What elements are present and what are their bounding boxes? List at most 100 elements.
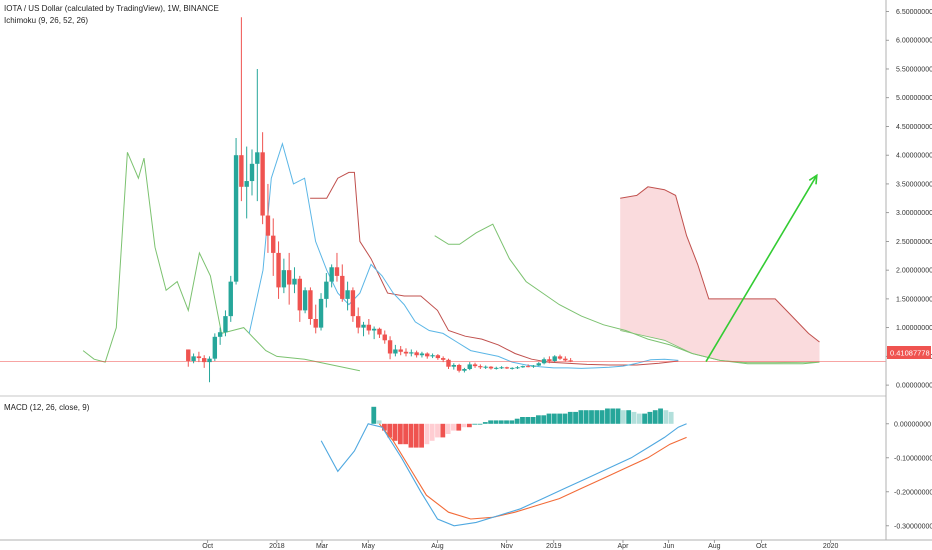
candle-body (568, 360, 573, 362)
candle (568, 358, 573, 363)
candle (329, 264, 334, 288)
histogram-bar (631, 411, 637, 424)
candle (393, 344, 398, 357)
histogram-bar (440, 423, 446, 438)
chart-title[interactable]: IOTA / US Dollar (calculated by TradingV… (4, 4, 219, 13)
histogram-bar (514, 418, 520, 424)
candle (191, 353, 196, 364)
ichimoku-label[interactable]: Ichimoku (9, 26, 52, 26) (4, 16, 88, 25)
time-tick-label: Apr (618, 543, 630, 550)
candle-body (202, 358, 207, 363)
candle (361, 321, 366, 337)
candle (403, 348, 409, 357)
candle (265, 183, 271, 253)
candle-body (350, 290, 356, 317)
candle (324, 273, 329, 308)
histogram-bar (647, 411, 653, 424)
candle-body (186, 349, 191, 361)
candle (334, 252, 340, 282)
histogram-bar (626, 410, 632, 424)
candle (207, 356, 212, 383)
histogram-bar (562, 413, 568, 424)
histogram-bar (615, 408, 621, 424)
time-tick-label: 2020 (823, 543, 839, 550)
candle (467, 362, 472, 371)
candle-body (510, 367, 515, 369)
arrow-shaft (705, 174, 818, 362)
candle (255, 68, 260, 202)
histogram-bar (472, 423, 478, 425)
cloud-fill (620, 186, 820, 363)
ichimoku-lines (0, 141, 886, 372)
last-price-tag: 0.41087778 (887, 346, 931, 359)
candle-body (536, 363, 541, 366)
macd-axis[interactable]: 0.00000000 -0.10000000 -0.20000000 -0.30000… (886, 421, 932, 530)
histogram-bar (493, 420, 499, 424)
candle-body (281, 270, 287, 288)
price-tick-label: 2.00000000 (896, 268, 932, 275)
candle (541, 357, 547, 365)
candle-body (361, 324, 366, 328)
histogram-bar (382, 423, 387, 431)
projection-arrow (705, 173, 818, 362)
macd-line (320, 423, 687, 527)
candle (260, 132, 265, 225)
candle (515, 366, 520, 370)
candle-body (382, 334, 387, 341)
price-tick-label: 3.50000000 (896, 181, 932, 188)
histogram-bar (658, 408, 663, 424)
candle-body (223, 316, 228, 333)
histogram-bar (509, 420, 515, 424)
price-tick-label: 2.50000000 (896, 239, 932, 246)
histogram-bar (551, 413, 557, 424)
candle-body (483, 366, 488, 368)
candle (409, 349, 414, 357)
price-tick-label: 0.00000000 (896, 383, 932, 390)
candle-body (308, 290, 313, 320)
candle (371, 326, 377, 340)
candle-body (329, 267, 334, 282)
time-axis[interactable]: Oct 2018 Mar May Aug Nov 2019 Apr Jun Aug Oct 2020 (202, 540, 839, 550)
price-tick-label: 6.00000000 (896, 38, 932, 45)
histogram-bar (461, 423, 467, 428)
candle (547, 356, 552, 364)
candle-body (393, 349, 398, 354)
histogram-bar (557, 413, 563, 424)
candle (525, 364, 531, 368)
macd-label[interactable]: MACD (12, 26, close, 9) (4, 403, 90, 412)
macd-pane (320, 406, 687, 527)
candle-body (472, 364, 478, 367)
histogram-bar (652, 410, 658, 424)
histogram-bar (435, 423, 440, 438)
candle (244, 146, 249, 219)
candle-body (488, 366, 494, 369)
tenkan-line (248, 141, 679, 369)
candle-body (377, 328, 382, 335)
histogram-bar (567, 411, 573, 424)
candle-body (430, 355, 435, 357)
candle-body (345, 290, 350, 299)
candle-body (478, 366, 483, 368)
candle (398, 346, 403, 356)
candle (488, 366, 494, 370)
candle (414, 350, 419, 358)
histogram-bar (594, 410, 600, 424)
histogram-bar (403, 423, 409, 445)
candle-body (244, 181, 249, 187)
candle-body (563, 358, 568, 361)
candle (557, 354, 563, 360)
candle (483, 365, 488, 370)
candle-body (515, 367, 520, 369)
candle (345, 281, 350, 311)
candle (387, 336, 393, 360)
candle-body (217, 332, 223, 337)
candle (276, 241, 281, 299)
histogram-bar (413, 423, 419, 448)
candle-body (462, 369, 467, 371)
candle-body (446, 359, 451, 367)
histogram-bar (636, 413, 642, 424)
candle-body (239, 155, 244, 187)
candle-body (265, 215, 271, 236)
candle-body (419, 353, 425, 356)
candle (233, 137, 239, 285)
